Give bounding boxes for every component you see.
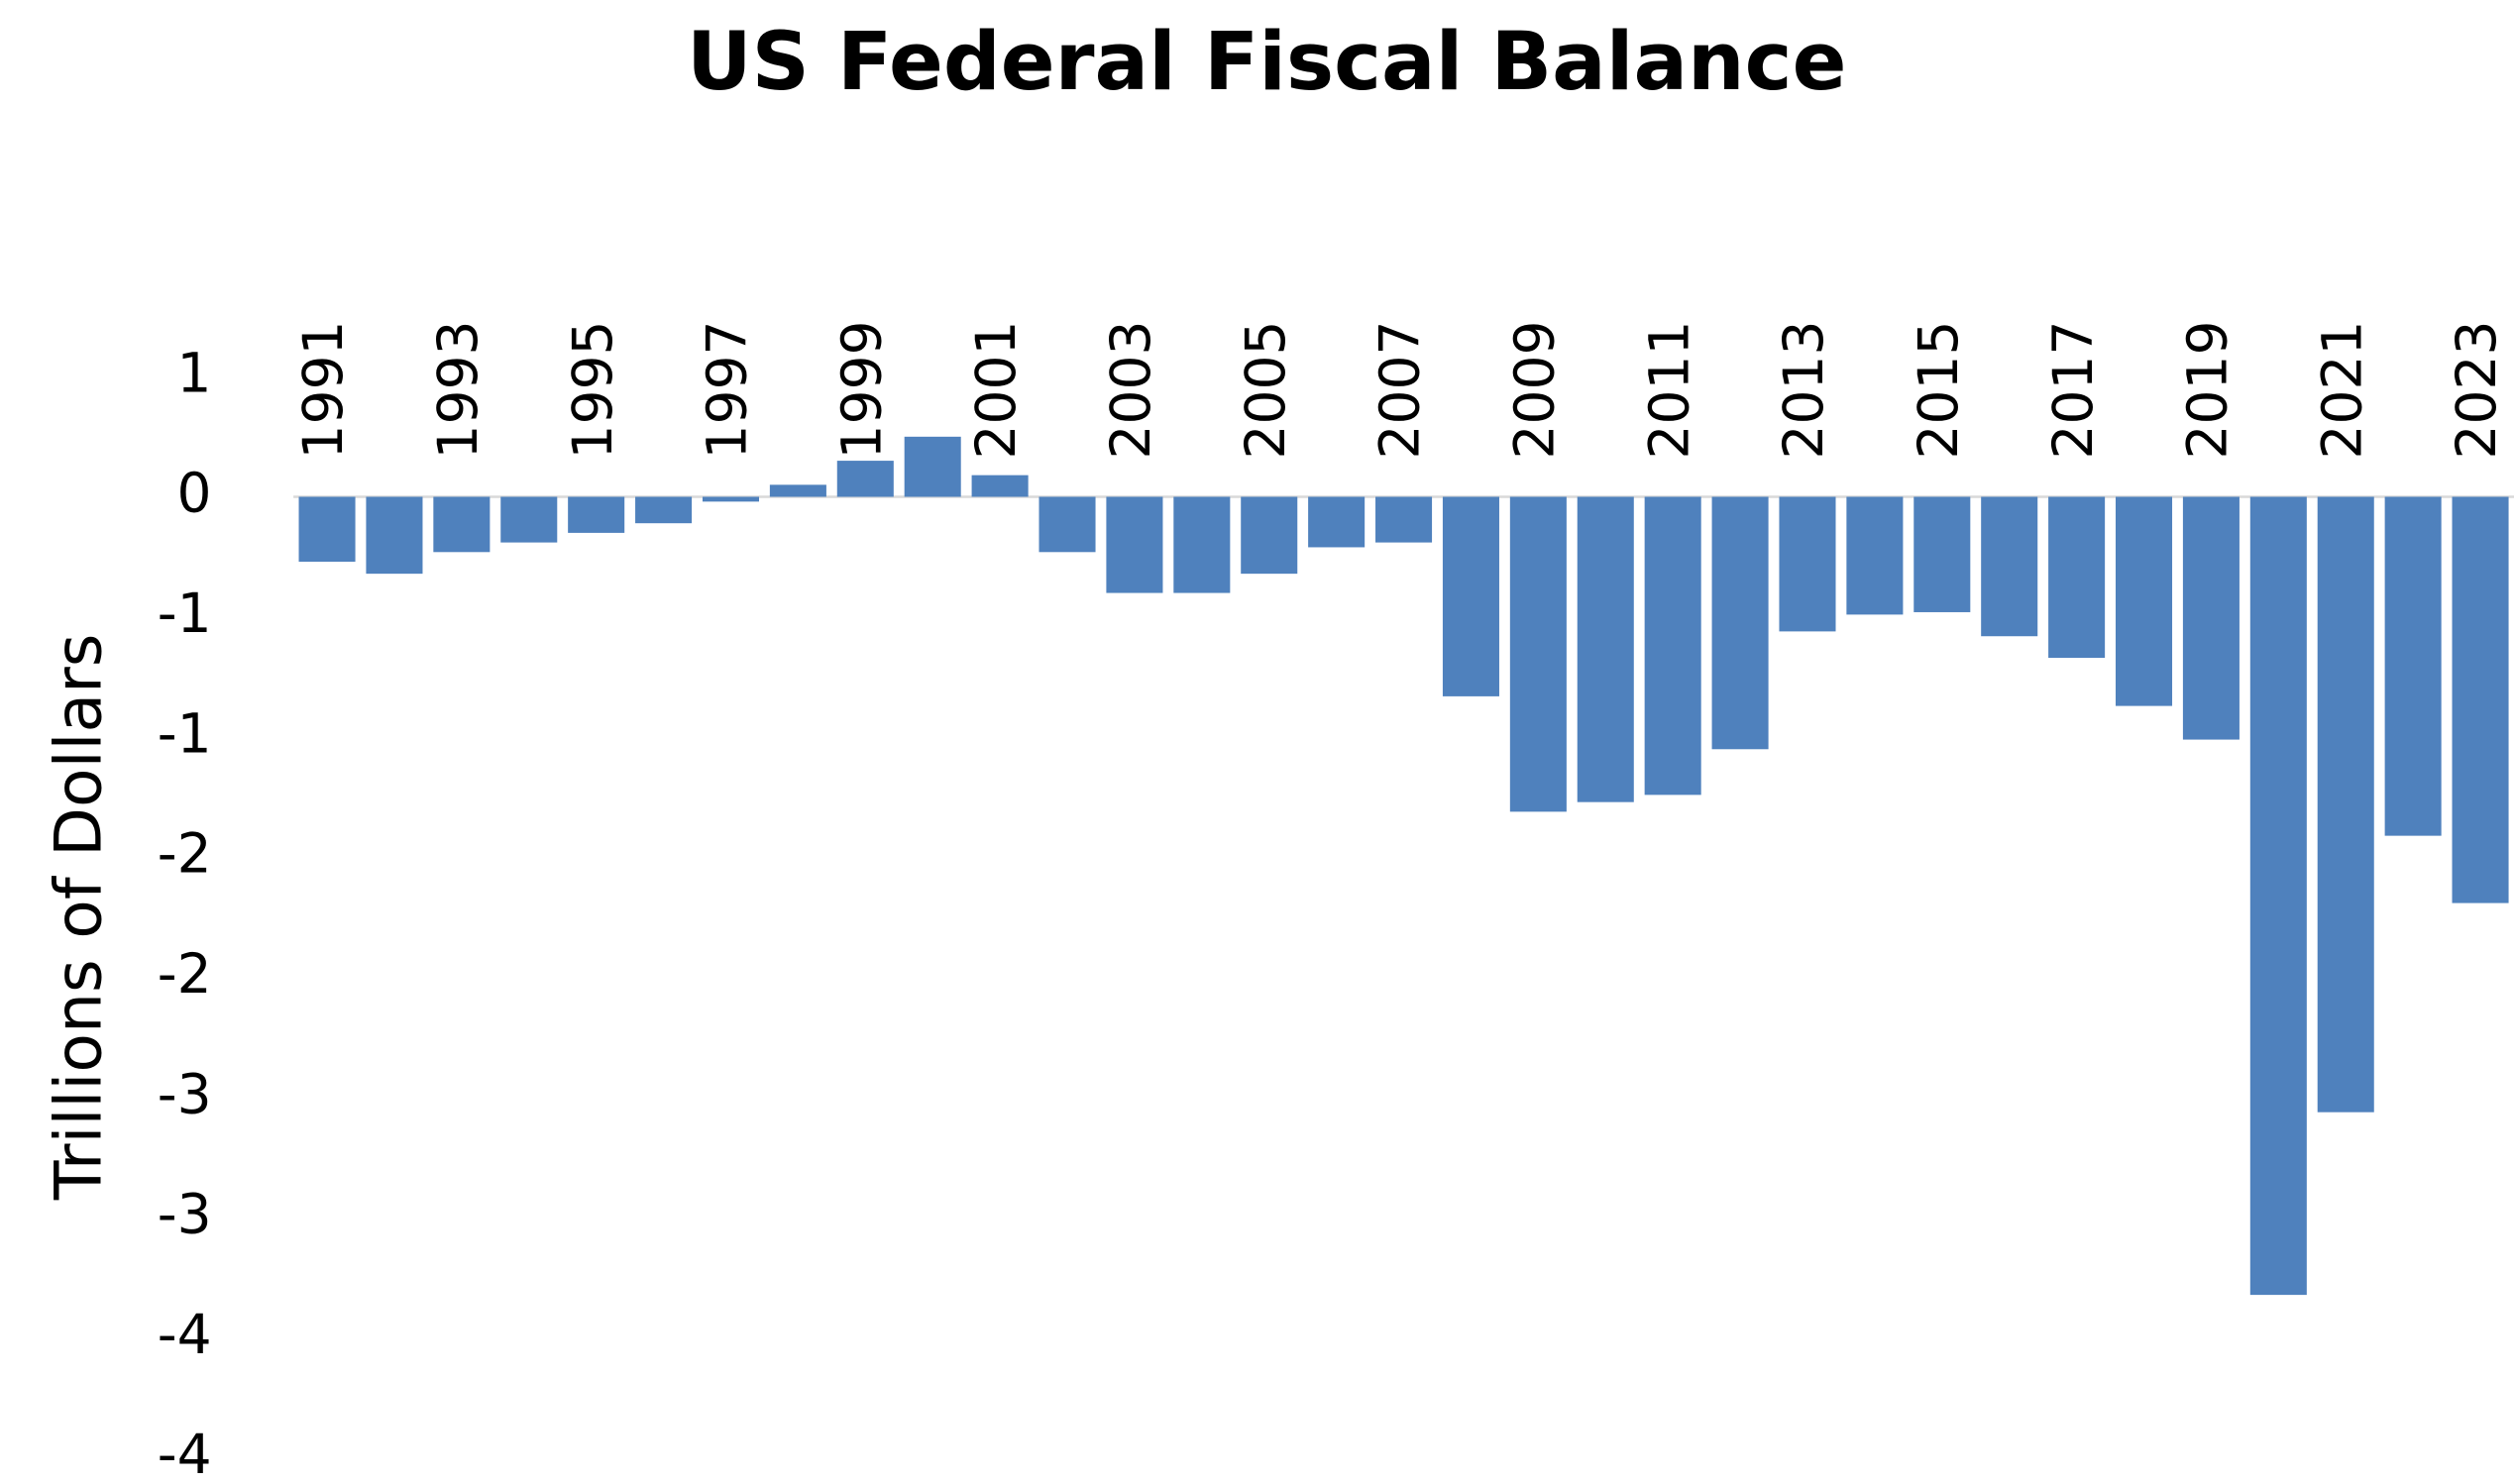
bar: [1711, 496, 1769, 750]
bar: [1375, 496, 1433, 543]
bar: [2452, 496, 2509, 903]
bar: [2182, 496, 2240, 740]
x-tick-label: 2019: [2176, 321, 2240, 460]
x-tick-label: 2021: [2310, 321, 2373, 460]
y-tick-label: 1: [177, 341, 212, 404]
y-tick-label: -3: [158, 1183, 212, 1246]
x-tick-label: 1991: [291, 321, 355, 460]
y-tick-label: 0: [177, 462, 212, 525]
bar: [500, 496, 558, 543]
x-tick-label: 2009: [1502, 321, 1566, 460]
bar: [769, 484, 826, 497]
y-tick-label: -4: [158, 1303, 212, 1366]
x-tick-label: 2003: [1099, 321, 1162, 460]
x-tick-label: 1993: [426, 321, 490, 460]
y-tick-label: -4: [158, 1423, 212, 1484]
x-tick-label: 2011: [1637, 321, 1700, 460]
bar: [1509, 496, 1567, 812]
bar: [904, 436, 961, 497]
bar: [971, 475, 1029, 497]
bar: [298, 496, 356, 563]
bar: [635, 496, 693, 524]
bar: [1106, 496, 1163, 593]
y-axis-title: Trillions of Dollars: [43, 634, 117, 1202]
bar: [568, 496, 625, 533]
bar: [1173, 496, 1231, 593]
bar: [1442, 496, 1499, 696]
bar: [2249, 496, 2307, 1296]
bar: [1241, 496, 1298, 575]
bar: [366, 496, 423, 575]
bar: [1644, 496, 1701, 795]
y-tick-label: -2: [158, 942, 212, 1006]
bar: [2384, 496, 2442, 836]
x-tick-label: 2013: [1772, 321, 1835, 460]
y-tick-label: -1: [158, 701, 212, 765]
x-tick-label: 2023: [2445, 321, 2508, 460]
bar: [2317, 496, 2374, 1113]
bar: [1577, 496, 1634, 802]
bar: [2048, 496, 2106, 659]
x-tick-label: 1995: [561, 321, 624, 460]
y-tick-label: -3: [158, 1062, 212, 1125]
x-tick-label: 2007: [1368, 321, 1432, 460]
x-tick-label: 1999: [829, 321, 893, 460]
x-tick-label: 1997: [696, 321, 759, 460]
bar: [1913, 496, 1971, 612]
bar: [1038, 496, 1096, 553]
bar: [1308, 496, 1366, 548]
bar: [836, 461, 894, 497]
chart-title: US Federal Fiscal Balance: [687, 16, 1846, 109]
bar: [1846, 496, 1904, 615]
x-tick-label: 2005: [1234, 321, 1297, 460]
bar: [702, 496, 760, 502]
bar: [433, 496, 491, 553]
x-tick-label: 2017: [2041, 321, 2105, 460]
bar: [2115, 496, 2173, 706]
y-tick-label: -1: [158, 582, 212, 645]
x-tick-label: 2001: [964, 321, 1028, 460]
bar: [1779, 496, 1836, 632]
x-tick-label: 2015: [1907, 321, 1970, 460]
y-tick-label: -2: [158, 822, 212, 886]
bar: [1981, 496, 2038, 637]
